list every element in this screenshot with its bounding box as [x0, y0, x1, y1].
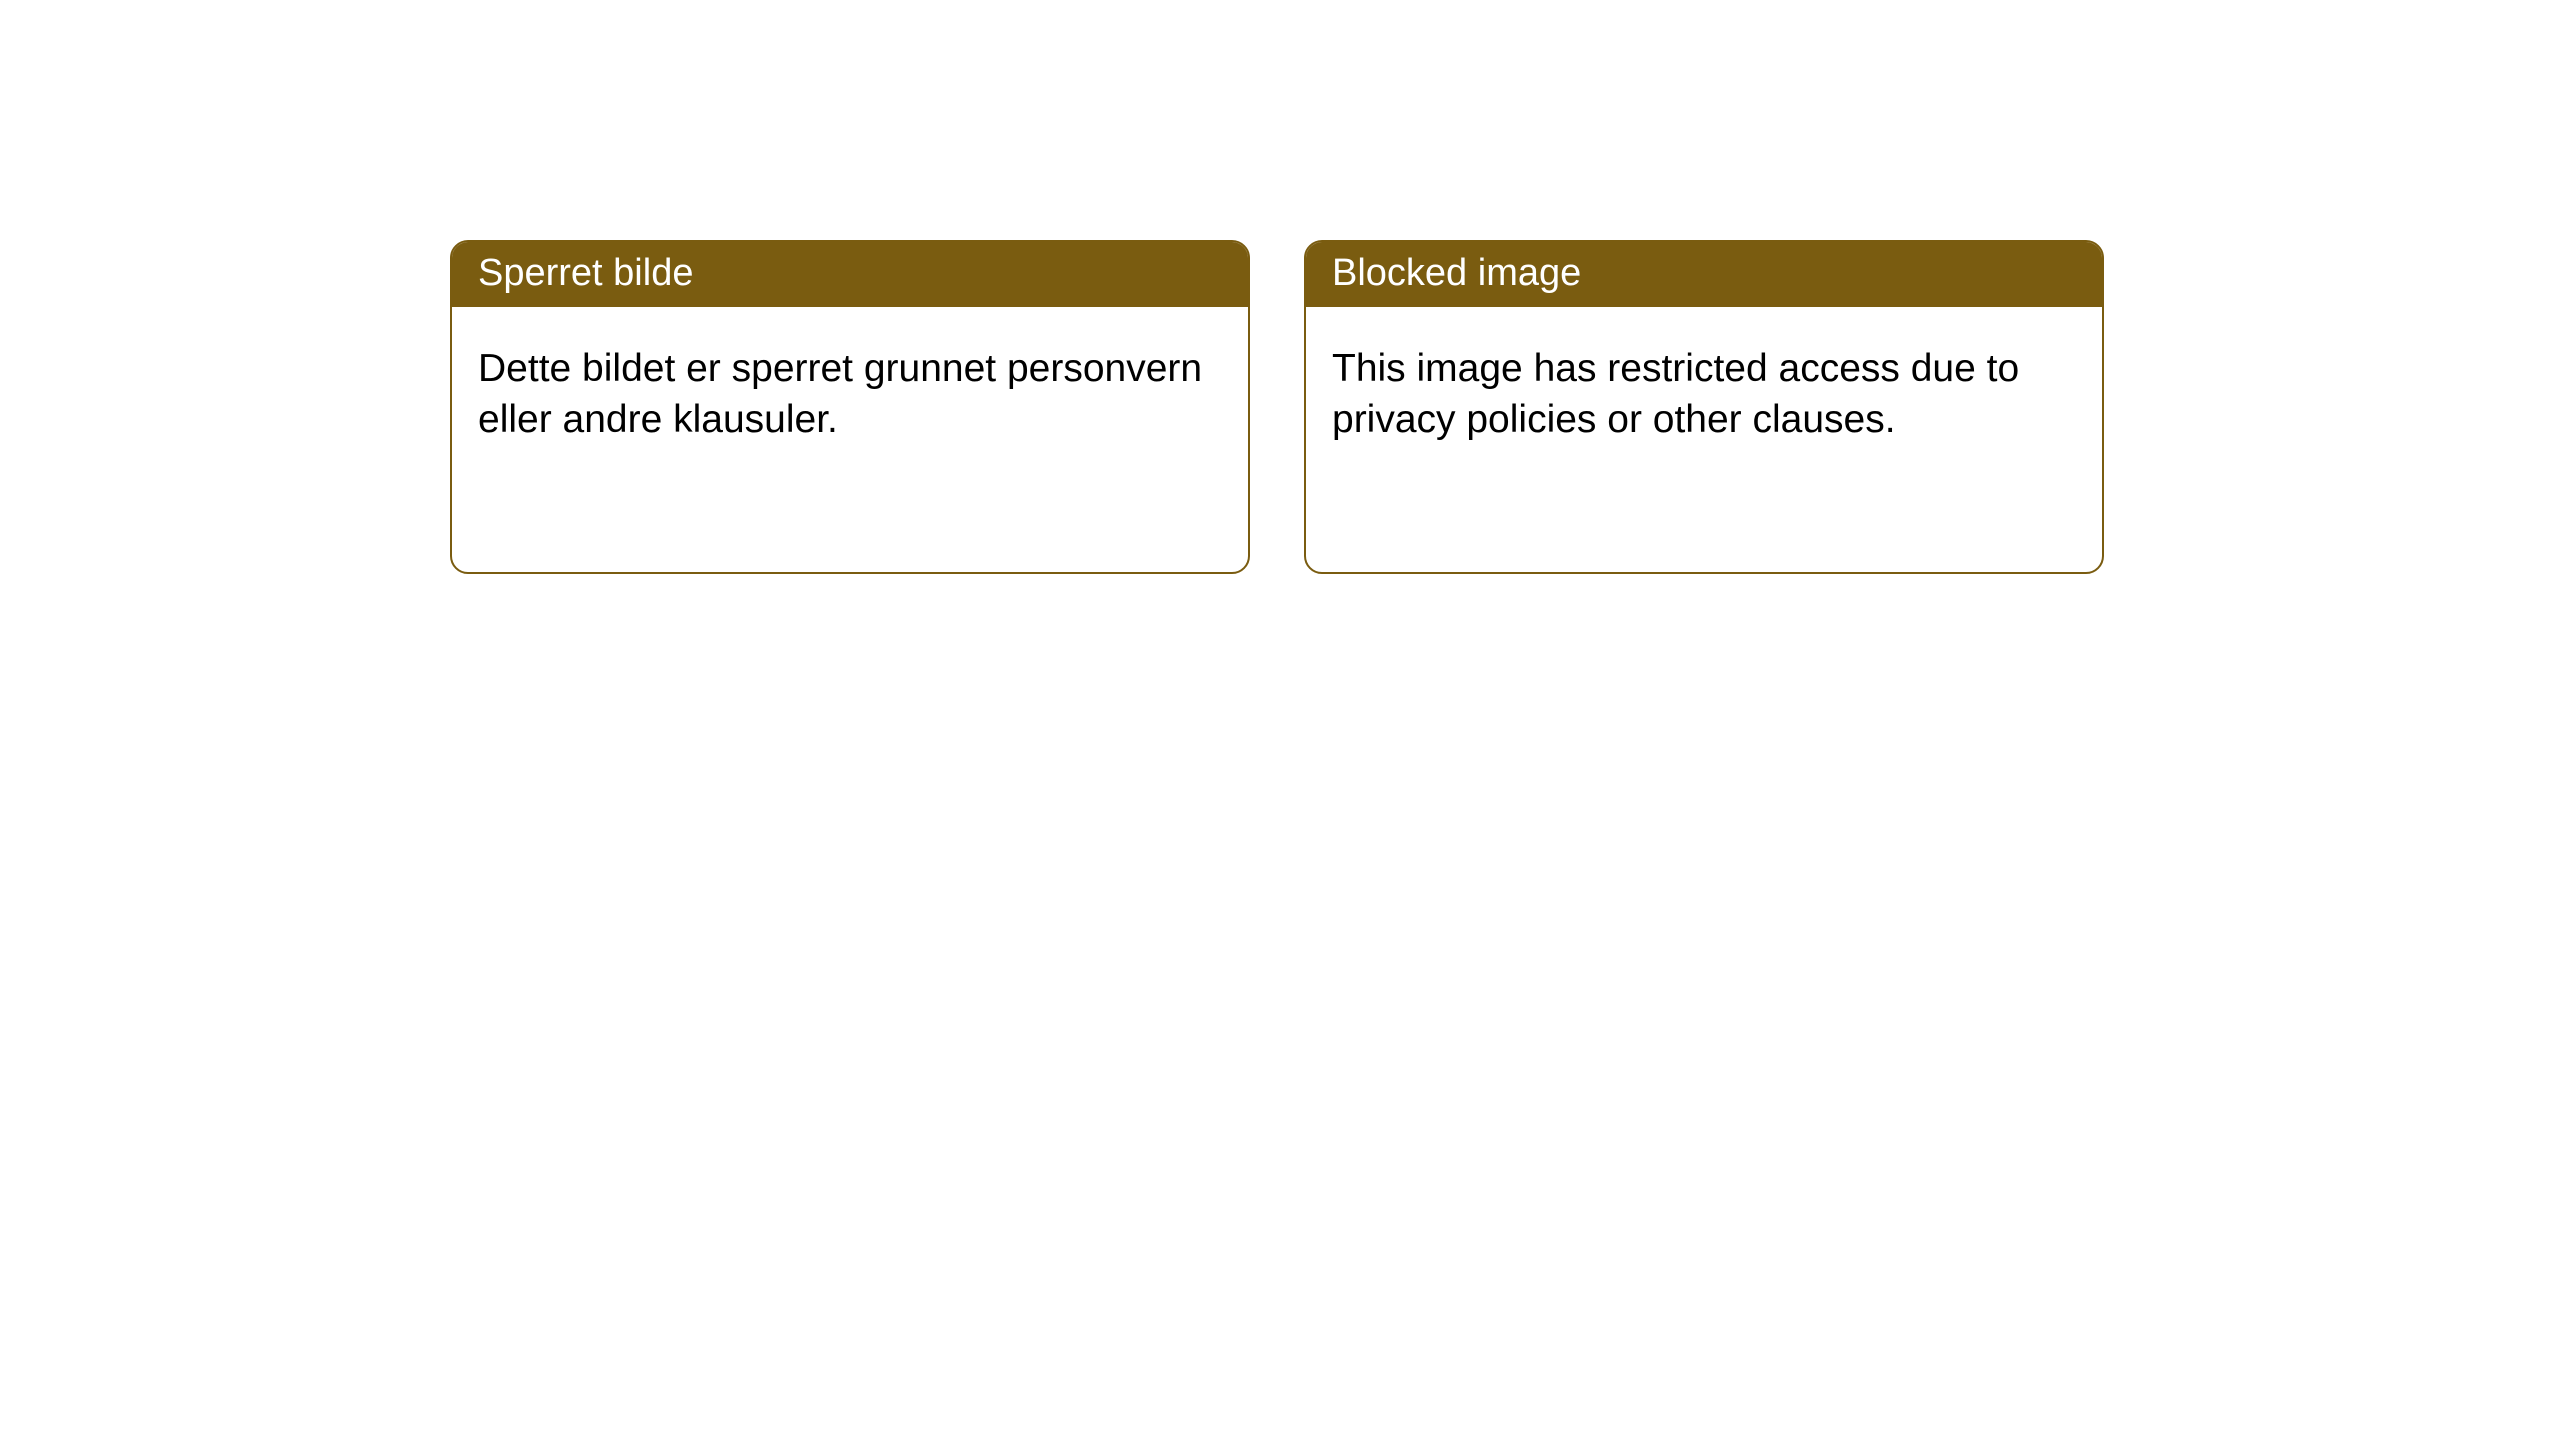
notice-title: Blocked image	[1332, 252, 1581, 294]
notice-body: Dette bildet er sperret grunnet personve…	[452, 307, 1248, 472]
notice-header: Blocked image	[1306, 242, 2102, 307]
notice-header: Sperret bilde	[452, 242, 1248, 307]
notice-container: Sperret bilde Dette bildet er sperret gr…	[0, 0, 2560, 574]
notice-title: Sperret bilde	[478, 252, 693, 294]
notice-card-english: Blocked image This image has restricted …	[1304, 240, 2104, 574]
notice-text: Dette bildet er sperret grunnet personve…	[478, 347, 1202, 441]
notice-card-norwegian: Sperret bilde Dette bildet er sperret gr…	[450, 240, 1250, 574]
notice-body: This image has restricted access due to …	[1306, 307, 2102, 472]
notice-text: This image has restricted access due to …	[1332, 347, 2019, 441]
